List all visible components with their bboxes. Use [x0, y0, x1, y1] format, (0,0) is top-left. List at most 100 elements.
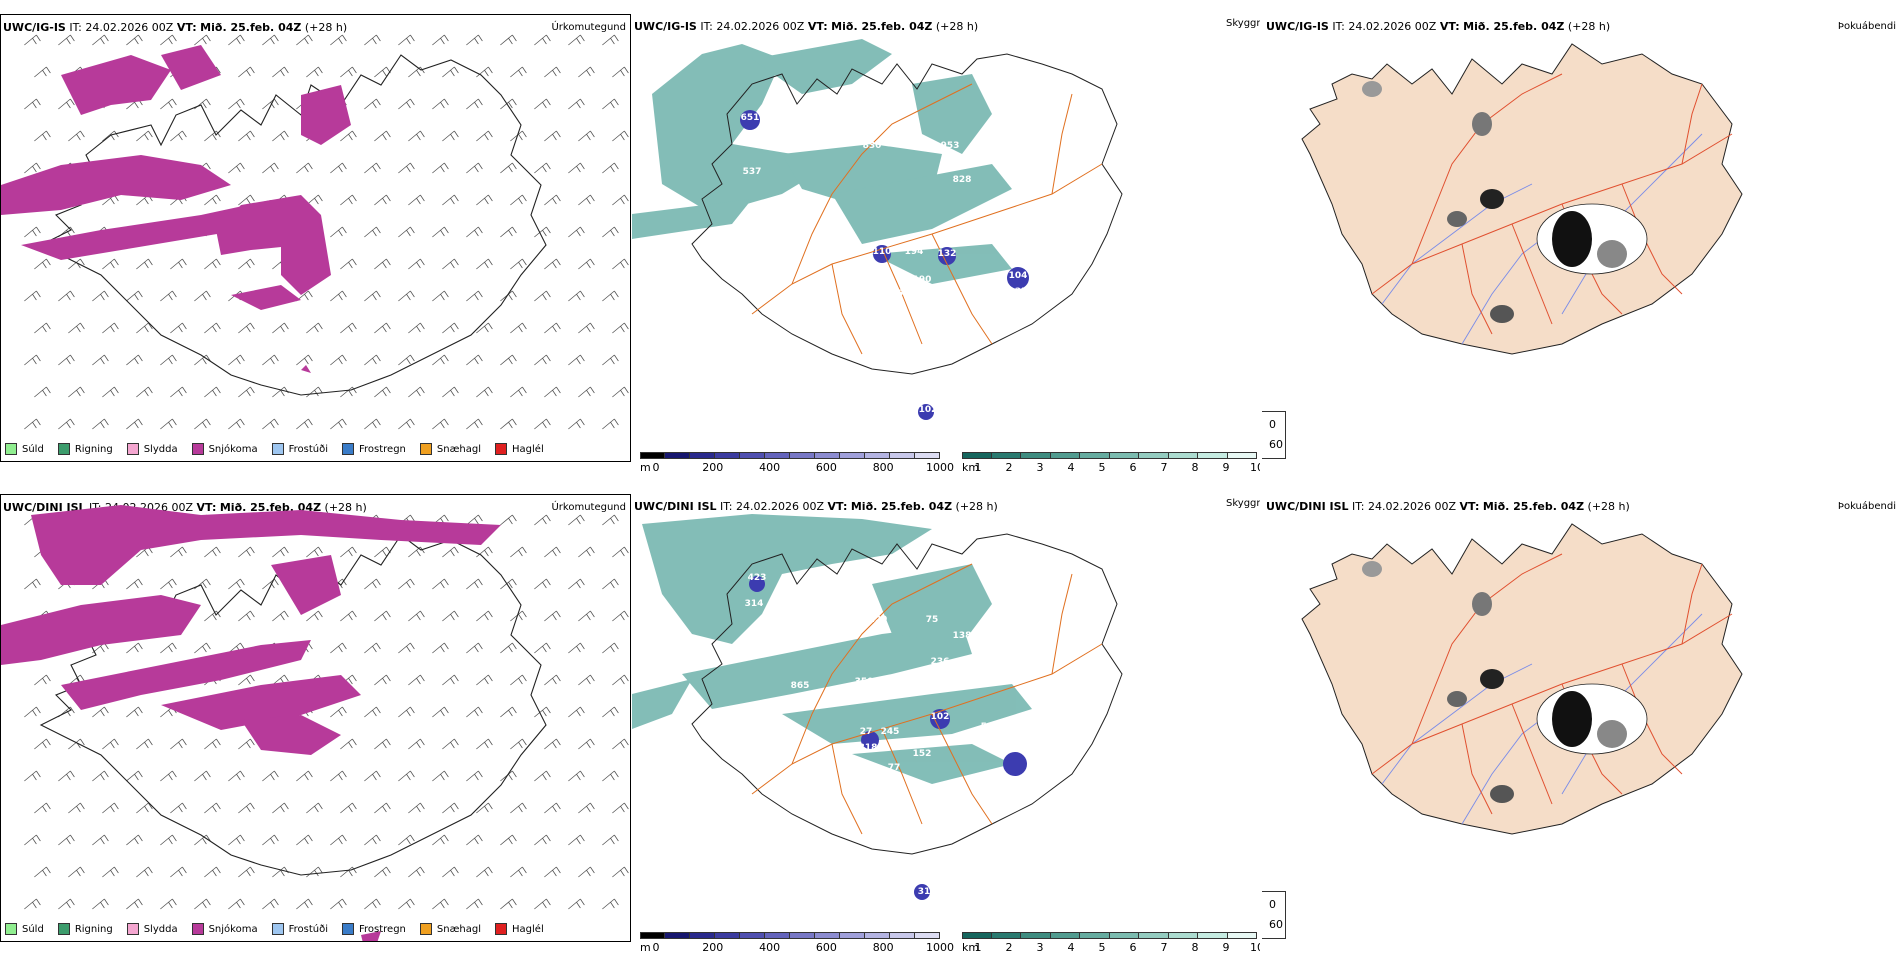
wind-barb	[34, 258, 51, 270]
wind-barb	[432, 162, 449, 174]
wind-barb	[398, 578, 415, 590]
wind-barb	[578, 674, 595, 686]
wind-barb	[102, 738, 119, 750]
wind-barb	[568, 834, 585, 846]
wind-barb	[408, 322, 425, 334]
wind-barb	[102, 322, 119, 334]
colorbar-tick-label: 400	[759, 461, 781, 474]
wind-barb	[194, 642, 211, 654]
wind-barb	[578, 802, 595, 814]
wind-barb	[306, 802, 323, 814]
wind-barb	[408, 738, 425, 750]
wind-barb	[500, 226, 517, 238]
precip-legend-item: Rigning	[57, 443, 113, 455]
colorbar-meters	[640, 932, 940, 939]
legend-label: Frostregn	[359, 923, 406, 935]
panel-title: UWC/IG-IS IT: 24.02.2026 00Z VT: Mið. 25…	[3, 21, 348, 34]
wind-barb	[408, 130, 425, 142]
wind-barb	[160, 354, 177, 366]
legend-label: Frostregn	[359, 443, 406, 455]
colorbar-segment	[1168, 452, 1198, 459]
wind-barb	[578, 194, 595, 206]
colorbar-tick-label: 10	[1250, 941, 1260, 954]
precip-legend-item: Slydda	[126, 443, 178, 455]
wind-barb	[92, 34, 109, 46]
wind-barb	[34, 802, 51, 814]
wind-barb	[262, 162, 279, 174]
visibility-value-label: 194	[905, 247, 924, 257]
wind-barb	[432, 834, 449, 846]
wind-barb	[126, 290, 143, 302]
colorbar-tick-label: 6	[1129, 941, 1137, 954]
wind-barb	[374, 802, 391, 814]
wind-barb	[476, 258, 493, 270]
wind-barb	[398, 834, 415, 846]
colorbar-tick-label: 5	[1098, 461, 1106, 474]
wind-barb	[92, 898, 109, 910]
wind-barb	[92, 834, 109, 846]
legend-swatch	[271, 923, 284, 935]
wind-barb	[24, 706, 41, 718]
wind-barb	[476, 738, 493, 750]
wind-barb	[466, 418, 483, 430]
legend-swatch	[5, 443, 17, 455]
wind-barb	[612, 802, 629, 814]
wind-barb	[160, 898, 177, 910]
wind-barb	[534, 98, 551, 110]
wind-barb	[296, 34, 313, 46]
wind-barb	[58, 898, 75, 910]
visibility-value-label: 104	[1009, 271, 1028, 281]
wind-barb	[442, 386, 459, 398]
colorbar-segment	[790, 452, 815, 459]
wind-barb	[238, 610, 255, 622]
wind-barb	[466, 898, 483, 910]
wind-barb	[466, 514, 483, 526]
colorbar-tick-label: 1	[974, 461, 982, 474]
wind-barb	[126, 706, 143, 718]
wind-barb	[24, 578, 41, 590]
legend-swatch	[57, 443, 70, 455]
wind-barb	[58, 834, 75, 846]
colorbar-unit: m	[640, 461, 651, 474]
wind-barb	[500, 770, 517, 782]
colorbar-meters-labels: m 0 200 400 600 800 1000	[640, 941, 954, 955]
wind-barb	[408, 66, 425, 78]
wind-barb	[272, 130, 289, 142]
wind-barb	[466, 706, 483, 718]
wind-barb	[92, 770, 109, 782]
wind-barb	[228, 98, 245, 110]
wind-barb	[126, 642, 143, 654]
wind-barb	[262, 898, 279, 910]
visibility-value-label: 560	[981, 722, 1000, 732]
wind-barb	[476, 674, 493, 686]
precip-legend-item: Frostregn	[342, 923, 406, 935]
wind-barb	[68, 866, 85, 878]
wind-barb	[466, 354, 483, 366]
visibility-value-label: 245	[881, 727, 900, 737]
colorbar-tick-label: 600	[815, 461, 837, 474]
colorbar-segment	[840, 452, 865, 459]
wind-barb	[34, 386, 51, 398]
colorbar-segment	[1139, 452, 1169, 459]
wind-barb	[330, 354, 347, 366]
wind-barb	[500, 290, 517, 302]
precip-panel-bottom: UWC/DINI ISL IT: 24.02.2026 00Z VT: Mið.…	[0, 494, 631, 942]
wind-barb	[58, 290, 75, 302]
wind-barb	[68, 386, 85, 398]
wind-barb	[500, 418, 517, 430]
fog-title: Þokuábendi	[1837, 501, 1896, 512]
wind-barb	[330, 162, 347, 174]
visibility-value-label: 110	[873, 247, 892, 257]
wind-barb	[24, 226, 41, 238]
wind-barb	[602, 834, 619, 846]
legend-label: Snæhagl	[436, 923, 482, 935]
wind-barb	[612, 866, 629, 878]
wind-barb	[466, 290, 483, 302]
wind-barb	[58, 418, 75, 430]
precip-type-title: Úrkomutegund	[551, 22, 626, 33]
legend-swatch	[126, 923, 139, 935]
fog-legend-high-label: 0	[1269, 418, 1276, 431]
legend-swatch	[271, 443, 284, 455]
wind-barb	[602, 770, 619, 782]
wind-barb	[510, 258, 527, 270]
